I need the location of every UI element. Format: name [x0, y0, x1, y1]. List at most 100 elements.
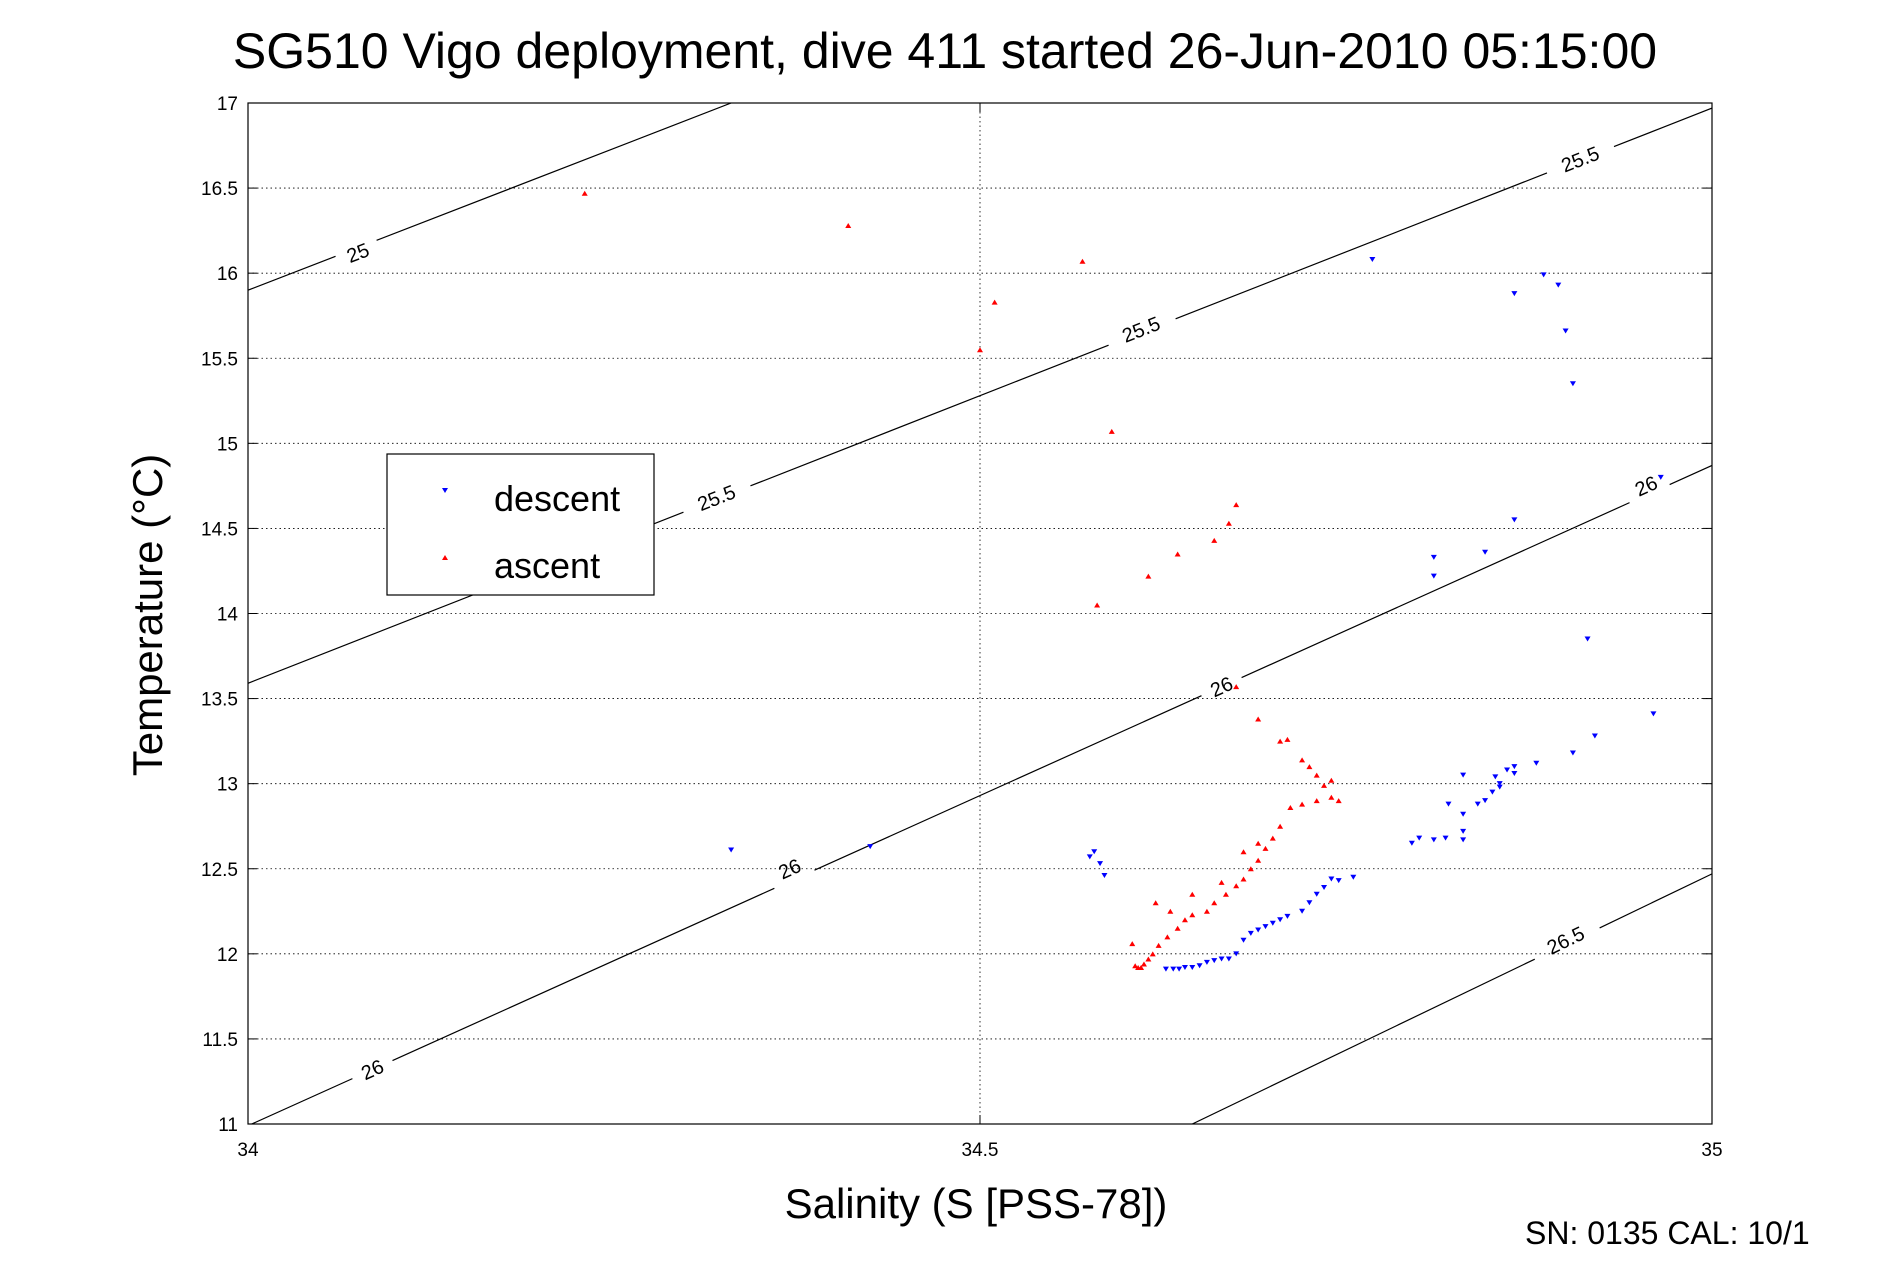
ascent-point — [1181, 917, 1188, 923]
descent-point — [1408, 840, 1415, 846]
y-tick-label: 15.5 — [201, 349, 238, 370]
descent-point — [1489, 789, 1496, 795]
descent-point — [1086, 854, 1093, 860]
ascent-point — [845, 223, 852, 229]
ascent-point — [1189, 891, 1196, 897]
ascent-point — [1299, 801, 1306, 807]
data-points — [581, 190, 1664, 972]
ascent-point — [1140, 961, 1147, 967]
legend-descent-marker — [442, 488, 448, 493]
ascent-point — [1240, 849, 1247, 855]
descent-point — [1460, 772, 1467, 778]
contour-label: 25.5 — [1119, 313, 1163, 348]
contour-label: 26 — [775, 855, 804, 884]
contour-line-26-5 — [1192, 958, 1536, 1124]
ascent-point — [1313, 798, 1320, 804]
legend: descent ascent — [386, 453, 655, 596]
descent-point — [1430, 837, 1437, 843]
descent-point — [1335, 878, 1342, 884]
ascent-point — [1313, 772, 1320, 778]
descent-point — [1097, 861, 1104, 867]
descent-point — [1091, 849, 1098, 855]
ascent-point — [1211, 900, 1218, 906]
ascent-point — [1284, 736, 1291, 742]
ascent-point — [1240, 876, 1247, 882]
descent-point — [1533, 760, 1540, 766]
contour-label: 26.5 — [1544, 923, 1589, 960]
descent-point — [1328, 876, 1335, 882]
ascent-point — [1174, 551, 1181, 557]
ascent-point — [1222, 891, 1229, 897]
descent-point — [1162, 966, 1169, 972]
descent-point — [1176, 966, 1183, 972]
x-tick-label: 34 — [237, 1140, 259, 1161]
ascent-point — [1218, 879, 1225, 885]
descent-point — [1496, 781, 1503, 787]
ascent-point — [1149, 951, 1156, 957]
descent-point — [1189, 964, 1196, 970]
descent-point — [1569, 750, 1576, 756]
contour-label: 25.5 — [1558, 143, 1602, 178]
y-tick-label: 17 — [217, 94, 238, 115]
x-tick-label: 35 — [1701, 1140, 1722, 1161]
ascent-point — [1135, 964, 1142, 970]
descent-point — [1430, 573, 1437, 579]
axes — [247, 102, 1713, 1125]
y-tick-label: 12.5 — [201, 860, 238, 881]
ascent-point — [977, 347, 983, 353]
contour-line-26-5 — [1599, 873, 1712, 929]
y-tick-label: 14.5 — [201, 519, 238, 540]
ascent-point — [1306, 764, 1313, 770]
legend-ascent-label: ascent — [494, 545, 600, 586]
descent-point — [1277, 917, 1284, 923]
ascent-point — [1155, 942, 1162, 948]
descent-point — [1233, 951, 1240, 957]
descent-point — [1460, 811, 1467, 817]
descent-point — [1416, 835, 1423, 841]
contour-line-26 — [392, 887, 775, 1062]
descent-point — [1284, 913, 1291, 919]
y-tick-label: 12 — [217, 945, 238, 966]
descent-point — [728, 847, 735, 853]
y-tick-label: 15 — [217, 434, 238, 455]
x-tick-label: 34.5 — [962, 1140, 999, 1161]
descent-point — [1247, 930, 1254, 936]
descent-point — [1496, 784, 1503, 790]
contour-line-25 — [248, 255, 336, 291]
ascent-point — [1189, 912, 1196, 918]
descent-point — [1511, 517, 1518, 523]
descent-point — [1492, 774, 1499, 780]
contour-label: 25 — [344, 239, 373, 268]
descent-point — [1474, 801, 1481, 807]
descent-point — [1262, 924, 1269, 930]
descent-point — [1511, 770, 1518, 776]
descent-point — [1218, 956, 1225, 962]
contour-line-25-5 — [750, 344, 1109, 487]
descent-point — [1211, 958, 1218, 964]
y-tick-label: 14 — [217, 605, 239, 626]
descent-point — [1442, 835, 1449, 841]
descent-point — [1562, 328, 1569, 334]
tick-labels: 11 11.5 12 12.5 13 13.5 14 14.5 15 15.5 16 16.5 17 34… — [201, 94, 1723, 1161]
legend-box — [386, 453, 655, 596]
ascent-point — [1328, 794, 1335, 800]
contour-line-25-5 — [1175, 172, 1548, 320]
descent-point — [1225, 956, 1232, 962]
contour-line-25-5 — [1613, 107, 1712, 148]
ascent-point — [1328, 777, 1335, 783]
y-tick-label: 13 — [217, 775, 238, 796]
ascent-point — [1233, 684, 1240, 690]
ascent-point — [1203, 908, 1210, 914]
chart-title: SG510 Vigo deployment, dive 411 started … — [233, 23, 1657, 79]
descent-point — [1255, 927, 1262, 933]
descent-point — [1369, 257, 1376, 263]
descent-point — [1350, 874, 1357, 880]
contour-label: 25.5 — [695, 481, 739, 516]
ascent-point — [1255, 716, 1262, 722]
descent-point — [1555, 282, 1562, 288]
descent-point — [1269, 920, 1276, 926]
descent-point — [1650, 711, 1657, 717]
y-tick-label: 11.5 — [202, 1030, 238, 1051]
descent-point — [1101, 873, 1108, 879]
ascent-point — [1108, 428, 1115, 434]
